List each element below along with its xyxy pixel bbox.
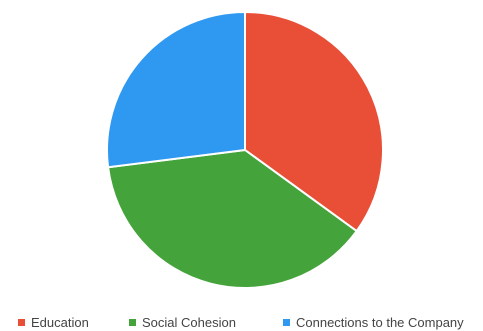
legend-label-education: Education <box>31 315 89 330</box>
legend-item-social-cohesion[interactable]: Social Cohesion <box>129 315 236 330</box>
chart-legend: Education Social Cohesion Connections to… <box>0 312 483 330</box>
legend-item-education[interactable]: Education <box>18 315 89 330</box>
legend-label-social-cohesion: Social Cohesion <box>142 315 236 330</box>
legend-item-connections-to-the-company[interactable]: Connections to the Company <box>283 315 464 330</box>
pie-slice-education[interactable] <box>244 11 384 233</box>
legend-swatch-education <box>18 319 25 326</box>
legend-swatch-connections-to-the-company <box>283 319 290 326</box>
pie-slice-social-cohesion[interactable] <box>107 149 358 289</box>
legend-swatch-social-cohesion <box>129 319 136 326</box>
pie-slice-connections-to-the-company[interactable] <box>106 11 246 169</box>
legend-label-connections-to-the-company: Connections to the Company <box>296 315 464 330</box>
pie-chart <box>106 11 384 289</box>
